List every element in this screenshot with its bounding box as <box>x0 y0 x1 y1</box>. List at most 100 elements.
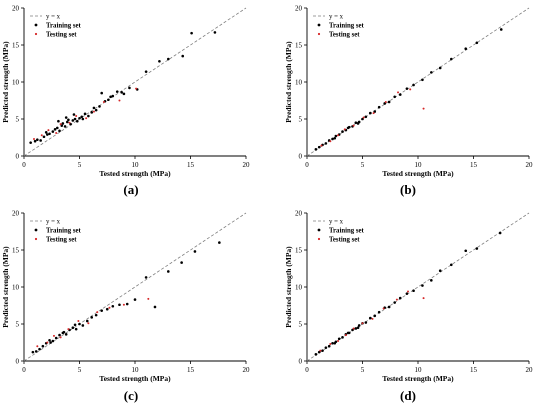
x-tick-label: 20 <box>526 161 534 169</box>
training-point <box>48 338 51 342</box>
reference-line-y-equals-x <box>23 212 247 362</box>
x-tick-label: 20 <box>526 366 534 374</box>
training-point <box>122 92 126 96</box>
training-point <box>62 330 66 334</box>
legend-label: Training set <box>329 23 365 30</box>
training-point <box>53 128 57 131</box>
training-point <box>133 298 137 301</box>
testing-point <box>329 140 332 143</box>
training-point <box>38 347 41 351</box>
testing-point <box>59 123 62 126</box>
training-point <box>64 333 68 336</box>
training-point <box>405 292 409 295</box>
training-point <box>341 336 344 339</box>
training-point <box>39 139 42 142</box>
legend-training-swatch <box>34 228 38 232</box>
reference-line-y-equals-x <box>23 7 247 157</box>
testing-point <box>382 307 385 310</box>
training-point <box>51 130 55 133</box>
x-tick-label: 5 <box>361 161 365 169</box>
training-point <box>393 301 396 304</box>
training-point <box>346 126 350 130</box>
panel-label-a: (a) <box>123 182 139 197</box>
training-point <box>438 269 442 273</box>
panel-label-d: (d) <box>400 388 416 403</box>
x-tick-label: 15 <box>470 366 478 374</box>
testing-point <box>407 290 410 293</box>
testing-point <box>372 112 375 115</box>
legend-testing-swatch <box>317 32 321 36</box>
legend-training-swatch <box>317 23 321 27</box>
training-point <box>87 114 90 118</box>
training-point <box>341 130 344 133</box>
training-point <box>450 263 453 267</box>
y-axis-label: Predicted strength (MPa) <box>284 41 293 123</box>
legend-label: Testing set <box>329 237 360 244</box>
y-tick-label: 20 <box>295 210 303 218</box>
training-point <box>56 126 59 130</box>
training-point <box>49 341 52 344</box>
y-tick-label: 10 <box>12 284 20 292</box>
panel-label-b: (b) <box>400 182 416 197</box>
legend-label: Testing set <box>46 32 77 39</box>
training-point <box>333 341 337 345</box>
training-point <box>393 95 396 99</box>
panel-d: 0 5 10 15 20 0 5 10 15 20 Tested strength (MPa) Pre… <box>283 205 543 384</box>
testing-point <box>46 341 49 344</box>
training-point <box>324 346 328 349</box>
legend-training-swatch <box>34 23 38 27</box>
training-point <box>334 134 338 138</box>
x-axis-label: Tested strength (MPa) <box>99 374 171 383</box>
training-point <box>321 349 324 352</box>
panel-a: 0 5 10 15 20 0 5 10 15 20 Tested strength (MPa) Pre… <box>0 0 260 179</box>
legend-label: y = x <box>46 14 61 21</box>
legend-testing-swatch <box>34 237 38 241</box>
training-point <box>190 31 193 35</box>
training-point <box>73 323 77 327</box>
training-point <box>153 305 157 309</box>
training-point <box>499 28 503 31</box>
testing-point <box>68 121 71 124</box>
y-tick-label: 15 <box>295 42 303 50</box>
x-tick-label: 15 <box>470 161 478 169</box>
testing-point <box>344 334 347 337</box>
testing-point <box>59 336 62 339</box>
y-tick-label: 10 <box>12 79 20 87</box>
scatter-chart-a: 0 5 10 15 20 0 5 10 15 20 Tested strength (MPa) Pre… <box>1 5 250 179</box>
y-tick-label: 0 <box>299 153 303 161</box>
training-point <box>180 261 183 264</box>
training-point <box>317 145 321 149</box>
training-point <box>412 83 415 87</box>
y-tick-label: 0 <box>16 358 20 366</box>
y-tick-label: 20 <box>12 210 20 218</box>
x-tick-label: 5 <box>361 366 365 374</box>
training-point <box>475 41 479 45</box>
training-point <box>111 94 115 98</box>
training-point <box>57 119 60 123</box>
testing-point <box>47 129 50 132</box>
training-point <box>90 316 94 319</box>
testing-point <box>319 349 322 352</box>
x-tick-label: 0 <box>305 161 309 169</box>
training-point <box>71 119 75 122</box>
testing-point <box>343 128 346 131</box>
testing-point <box>40 134 43 137</box>
training-point <box>430 279 433 282</box>
training-point <box>58 333 61 337</box>
training-point <box>71 326 75 329</box>
x-tick-label: 5 <box>78 161 82 169</box>
legend-training-swatch <box>317 228 321 232</box>
testing-point <box>384 100 387 103</box>
x-tick-label: 10 <box>415 161 423 169</box>
legend-label: Training set <box>46 228 82 235</box>
training-point <box>107 98 110 102</box>
training-point <box>33 139 37 143</box>
x-tick-label: 15 <box>187 161 195 169</box>
training-point <box>331 137 334 141</box>
x-tick-label: 0 <box>22 366 26 374</box>
training-point <box>144 276 148 279</box>
x-axis-label: Tested strength (MPa) <box>99 169 171 178</box>
testing-point <box>67 328 70 331</box>
legend-testing-swatch <box>317 237 321 241</box>
testing-point <box>92 110 95 113</box>
